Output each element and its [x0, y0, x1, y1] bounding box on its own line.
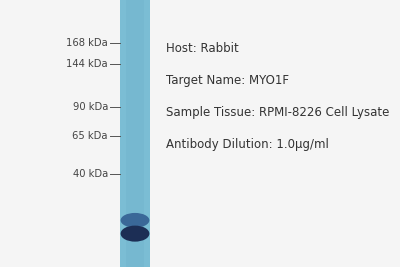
Text: Sample Tissue: RPMI-8226 Cell Lysate: Sample Tissue: RPMI-8226 Cell Lysate	[166, 106, 389, 119]
Text: Host: Rabbit: Host: Rabbit	[166, 42, 239, 54]
Text: 40 kDa: 40 kDa	[73, 168, 108, 179]
Text: Target Name: MYO1F: Target Name: MYO1F	[166, 74, 289, 87]
Bar	[120, 0, 150, 267]
Text: 90 kDa: 90 kDa	[73, 102, 108, 112]
Bar	[126, 0, 144, 267]
Text: 144 kDa: 144 kDa	[66, 59, 108, 69]
Text: 65 kDa: 65 kDa	[72, 131, 108, 141]
Ellipse shape	[121, 213, 150, 227]
Ellipse shape	[121, 226, 150, 242]
Text: 168 kDa: 168 kDa	[66, 38, 108, 48]
Text: Antibody Dilution: 1.0µg/ml: Antibody Dilution: 1.0µg/ml	[166, 138, 329, 151]
